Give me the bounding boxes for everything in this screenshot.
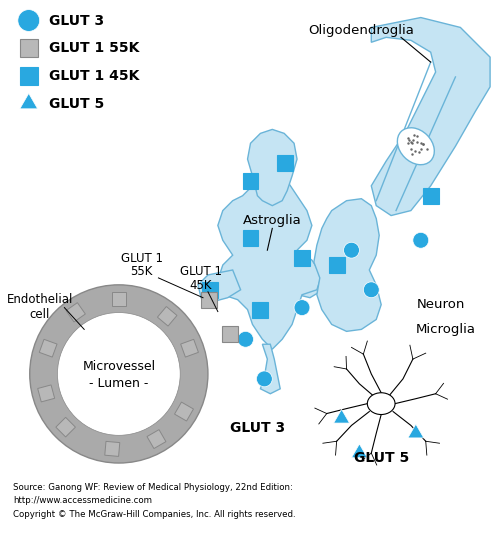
- Bar: [243, 230, 258, 246]
- Bar: [39, 339, 57, 357]
- Circle shape: [294, 300, 310, 316]
- Polygon shape: [248, 129, 297, 206]
- Text: GLUT 1: GLUT 1: [180, 265, 222, 279]
- Bar: [105, 441, 120, 456]
- Bar: [202, 282, 218, 297]
- Circle shape: [57, 313, 180, 436]
- Polygon shape: [20, 93, 37, 109]
- Text: Copyright © The McGraw-Hill Companies, Inc. All rights reserved.: Copyright © The McGraw-Hill Companies, I…: [13, 510, 295, 519]
- Text: Astroglia: Astroglia: [243, 214, 302, 227]
- Text: GLUT 5: GLUT 5: [48, 97, 104, 111]
- Ellipse shape: [397, 128, 434, 165]
- Bar: [147, 430, 166, 448]
- Polygon shape: [408, 424, 424, 438]
- Circle shape: [413, 233, 429, 248]
- Text: 45K: 45K: [190, 279, 212, 292]
- Polygon shape: [218, 176, 322, 349]
- Polygon shape: [260, 344, 280, 394]
- Text: GLUT 5: GLUT 5: [354, 451, 409, 465]
- Bar: [277, 155, 293, 171]
- Bar: [329, 257, 345, 273]
- Text: http://www.accessmedicine.com: http://www.accessmedicine.com: [13, 496, 152, 505]
- Text: Microglia: Microglia: [416, 323, 476, 336]
- Bar: [158, 307, 177, 326]
- Polygon shape: [371, 18, 490, 215]
- Bar: [38, 385, 55, 402]
- Bar: [252, 302, 268, 317]
- Polygon shape: [351, 444, 367, 458]
- Bar: [20, 39, 37, 57]
- Circle shape: [238, 331, 253, 347]
- Polygon shape: [290, 255, 322, 297]
- Text: Neuron: Neuron: [416, 298, 465, 311]
- Bar: [181, 339, 199, 357]
- Bar: [20, 67, 37, 85]
- Text: GLUT 3: GLUT 3: [48, 13, 104, 27]
- Bar: [294, 250, 310, 266]
- Circle shape: [18, 10, 39, 31]
- Text: - Lumen -: - Lumen -: [89, 378, 149, 390]
- Circle shape: [363, 282, 379, 297]
- Text: Endothelial: Endothelial: [6, 293, 73, 306]
- Polygon shape: [198, 270, 241, 302]
- Bar: [112, 292, 126, 306]
- Bar: [201, 292, 217, 308]
- Bar: [56, 417, 75, 437]
- Text: cell: cell: [29, 308, 50, 321]
- Circle shape: [344, 242, 359, 258]
- Circle shape: [256, 371, 272, 387]
- Text: GLUT 1 45K: GLUT 1 45K: [48, 69, 139, 83]
- Polygon shape: [314, 199, 381, 331]
- Polygon shape: [334, 409, 349, 423]
- Bar: [222, 326, 238, 342]
- Text: Microvessel: Microvessel: [82, 359, 155, 373]
- Text: GLUT 1 55K: GLUT 1 55K: [48, 41, 139, 55]
- Text: Source: Ganong WF: Review of Medical Physiology, 22nd Edition:: Source: Ganong WF: Review of Medical Phy…: [13, 483, 293, 492]
- Ellipse shape: [367, 393, 395, 415]
- Bar: [66, 303, 85, 322]
- Text: GLUT 1: GLUT 1: [121, 252, 163, 265]
- Text: Oligodendroglia: Oligodendroglia: [308, 24, 414, 37]
- Bar: [175, 402, 194, 421]
- Bar: [243, 173, 258, 189]
- Text: GLUT 3: GLUT 3: [230, 422, 285, 436]
- Circle shape: [30, 285, 208, 463]
- Text: 55K: 55K: [130, 265, 153, 279]
- Bar: [423, 188, 439, 204]
